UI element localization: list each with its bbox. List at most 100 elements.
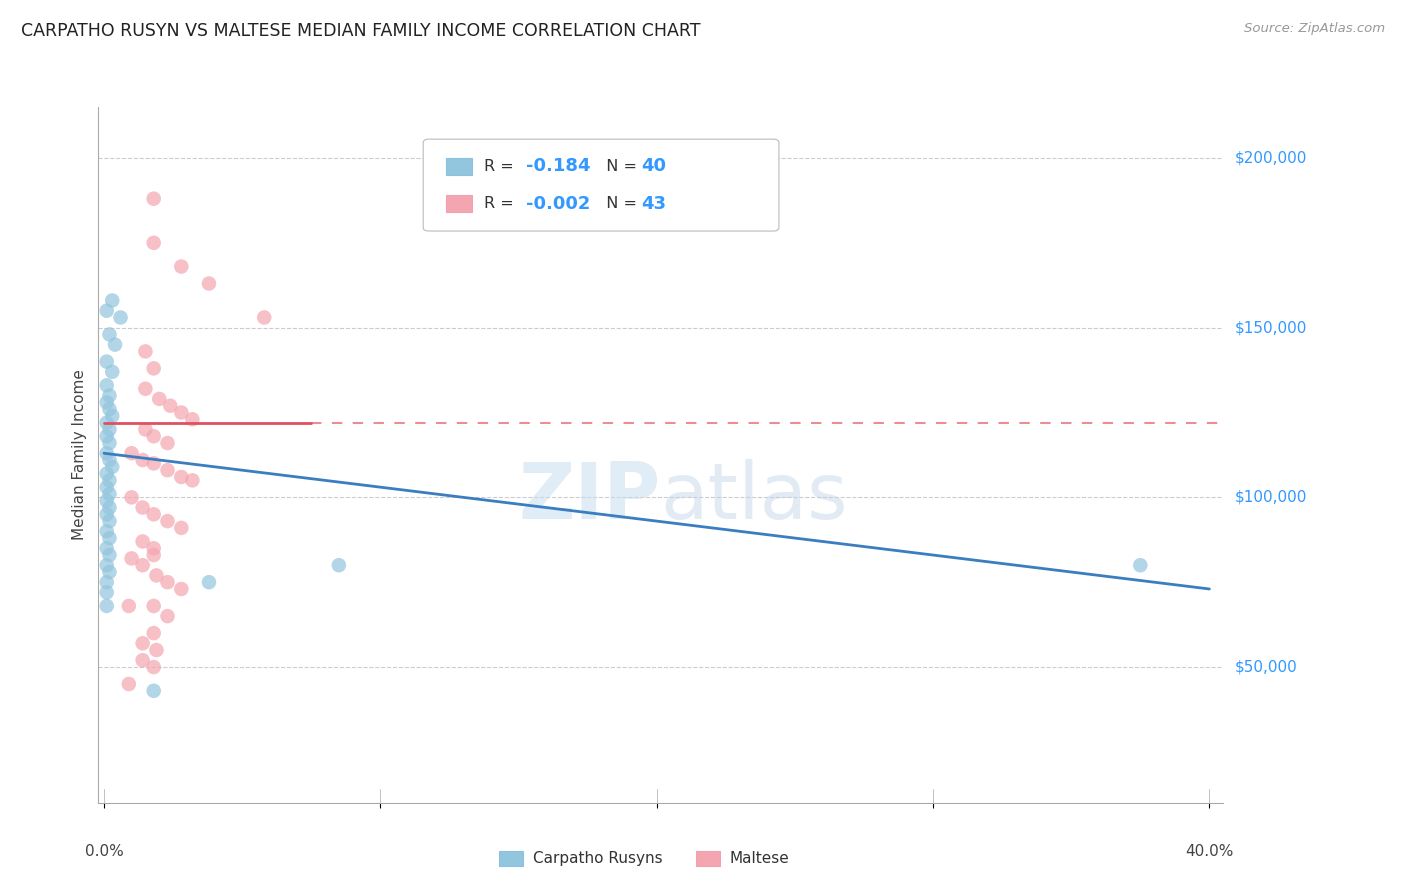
Point xyxy=(145,643,167,657)
Point xyxy=(98,436,121,450)
Point xyxy=(131,500,153,515)
Point xyxy=(96,508,118,522)
Point xyxy=(96,446,118,460)
Point xyxy=(104,337,127,351)
Point xyxy=(170,260,193,274)
Point xyxy=(156,436,179,450)
Point xyxy=(142,361,165,376)
Point xyxy=(156,463,179,477)
Point xyxy=(170,521,193,535)
Point xyxy=(142,235,165,250)
Point xyxy=(142,548,165,562)
Point xyxy=(96,585,118,599)
Point xyxy=(96,493,118,508)
Point xyxy=(181,474,204,488)
Text: atlas: atlas xyxy=(661,458,848,534)
Point xyxy=(96,541,118,556)
Point xyxy=(96,395,118,409)
Point xyxy=(170,582,193,596)
Point xyxy=(96,416,118,430)
Point xyxy=(142,683,165,698)
Point xyxy=(156,575,179,590)
Text: $150,000: $150,000 xyxy=(1234,320,1306,335)
Text: CARPATHO RUSYN VS MALTESE MEDIAN FAMILY INCOME CORRELATION CHART: CARPATHO RUSYN VS MALTESE MEDIAN FAMILY … xyxy=(21,22,700,40)
Point xyxy=(142,599,165,613)
Text: N =: N = xyxy=(596,196,643,211)
Text: R =: R = xyxy=(484,159,519,174)
Point xyxy=(98,565,121,579)
Point xyxy=(181,412,204,426)
Point xyxy=(98,453,121,467)
Text: -0.184: -0.184 xyxy=(526,158,591,176)
Point xyxy=(198,575,221,590)
Text: 40: 40 xyxy=(641,158,666,176)
Text: -0.002: -0.002 xyxy=(526,194,591,212)
Point xyxy=(98,422,121,436)
Point xyxy=(98,402,121,417)
Point xyxy=(131,653,153,667)
Point xyxy=(134,382,156,396)
Text: $200,000: $200,000 xyxy=(1234,151,1306,165)
Text: 43: 43 xyxy=(641,194,666,212)
Point xyxy=(101,365,124,379)
Point xyxy=(121,446,143,460)
Point xyxy=(121,551,143,566)
Point xyxy=(101,459,124,474)
Point xyxy=(101,409,124,423)
Point xyxy=(131,558,153,573)
Point xyxy=(101,293,124,308)
Point xyxy=(98,327,121,342)
Point xyxy=(96,354,118,368)
Text: R =: R = xyxy=(484,196,519,211)
Point xyxy=(131,636,153,650)
Point xyxy=(142,626,165,640)
Point xyxy=(98,487,121,501)
Point xyxy=(134,422,156,436)
Point xyxy=(253,310,276,325)
Point xyxy=(96,378,118,392)
Point xyxy=(118,677,141,691)
Text: ZIP: ZIP xyxy=(519,458,661,534)
Point xyxy=(96,599,118,613)
Point xyxy=(96,558,118,573)
Point xyxy=(98,388,121,402)
Point xyxy=(110,310,132,325)
Text: $100,000: $100,000 xyxy=(1234,490,1306,505)
Point xyxy=(98,500,121,515)
Point xyxy=(142,660,165,674)
Point xyxy=(96,524,118,539)
Point xyxy=(328,558,350,573)
Text: Maltese: Maltese xyxy=(730,851,789,865)
Point xyxy=(142,192,165,206)
Point xyxy=(142,541,165,556)
Point xyxy=(1129,558,1152,573)
Point xyxy=(156,609,179,624)
Point xyxy=(170,470,193,484)
Point xyxy=(98,514,121,528)
Point xyxy=(96,467,118,481)
Point xyxy=(198,277,221,291)
Point xyxy=(156,514,179,528)
Text: 0.0%: 0.0% xyxy=(84,844,124,858)
Point xyxy=(96,575,118,590)
Text: 40.0%: 40.0% xyxy=(1185,844,1233,858)
Point xyxy=(118,599,141,613)
Point xyxy=(131,453,153,467)
Point xyxy=(159,399,181,413)
Text: Carpatho Rusyns: Carpatho Rusyns xyxy=(533,851,662,865)
Point xyxy=(142,508,165,522)
Point xyxy=(98,474,121,488)
Y-axis label: Median Family Income: Median Family Income xyxy=(72,369,87,541)
Point xyxy=(170,405,193,419)
Point xyxy=(134,344,156,359)
Point xyxy=(98,548,121,562)
Point xyxy=(96,480,118,494)
Point xyxy=(98,531,121,545)
Point xyxy=(142,457,165,471)
Text: N =: N = xyxy=(596,159,643,174)
Point xyxy=(145,568,167,582)
Text: $50,000: $50,000 xyxy=(1234,659,1298,674)
Point xyxy=(148,392,170,406)
Point xyxy=(131,534,153,549)
Point xyxy=(96,429,118,443)
